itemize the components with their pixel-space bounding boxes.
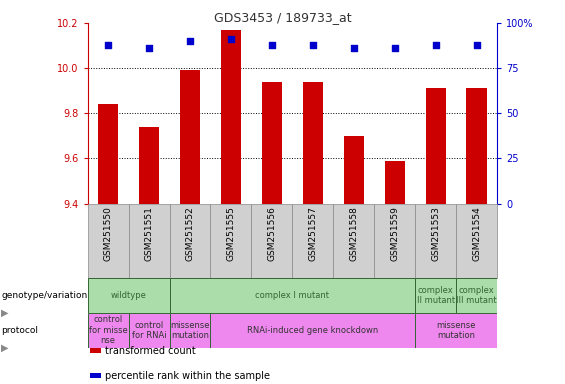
Bar xyxy=(170,313,210,348)
Bar xyxy=(180,70,200,204)
Text: complex I mutant: complex I mutant xyxy=(255,291,329,300)
Bar xyxy=(88,278,170,313)
Point xyxy=(267,41,276,48)
Bar xyxy=(457,278,497,313)
Bar xyxy=(457,204,497,278)
Bar xyxy=(467,88,487,204)
Bar xyxy=(415,313,497,348)
Point xyxy=(308,41,318,48)
Text: GSM251551: GSM251551 xyxy=(145,207,154,262)
Bar xyxy=(333,204,374,278)
Point xyxy=(390,45,399,51)
Bar xyxy=(170,278,415,313)
Bar xyxy=(88,204,129,278)
Point xyxy=(349,45,358,51)
Text: complex
III mutant: complex III mutant xyxy=(457,286,497,305)
Bar xyxy=(211,204,251,278)
Text: genotype/variation: genotype/variation xyxy=(1,291,88,300)
Text: missense
mutation: missense mutation xyxy=(170,321,210,340)
Bar xyxy=(303,82,323,204)
Point xyxy=(472,41,481,48)
Text: percentile rank within the sample: percentile rank within the sample xyxy=(105,371,270,381)
Point xyxy=(145,45,154,51)
Text: GSM251553: GSM251553 xyxy=(431,207,440,262)
Bar xyxy=(415,204,457,278)
Text: GSM251555: GSM251555 xyxy=(227,207,236,262)
Text: GSM251556: GSM251556 xyxy=(267,207,276,262)
Text: RNAi-induced gene knockdown: RNAi-induced gene knockdown xyxy=(247,326,379,335)
Bar xyxy=(251,204,293,278)
Bar xyxy=(129,204,170,278)
Bar xyxy=(344,136,364,204)
Bar xyxy=(139,127,159,204)
Bar xyxy=(262,82,282,204)
Text: ▶: ▶ xyxy=(1,343,8,353)
Point xyxy=(185,38,194,44)
Text: wildtype: wildtype xyxy=(111,291,146,300)
Text: protocol: protocol xyxy=(1,326,38,335)
Text: GSM251554: GSM251554 xyxy=(472,207,481,261)
Text: complex
II mutant: complex II mutant xyxy=(417,286,455,305)
Point xyxy=(431,41,440,48)
Bar xyxy=(129,313,170,348)
Bar xyxy=(98,104,118,204)
Bar xyxy=(293,204,333,278)
Text: GDS3453 / 189733_at: GDS3453 / 189733_at xyxy=(214,12,351,25)
Bar xyxy=(88,313,129,348)
Text: GSM251552: GSM251552 xyxy=(185,207,194,261)
Point xyxy=(103,41,112,48)
Bar xyxy=(385,161,405,204)
Bar xyxy=(170,204,210,278)
Text: GSM251559: GSM251559 xyxy=(390,207,399,262)
Text: transformed count: transformed count xyxy=(105,346,195,356)
Text: missense
mutation: missense mutation xyxy=(437,321,476,340)
Bar xyxy=(211,313,415,348)
Text: GSM251550: GSM251550 xyxy=(103,207,112,262)
Bar xyxy=(425,88,446,204)
Bar xyxy=(415,278,457,313)
Text: ▶: ▶ xyxy=(1,308,8,318)
Bar xyxy=(221,30,241,204)
Text: GSM251557: GSM251557 xyxy=(308,207,318,262)
Text: control
for misse
nse: control for misse nse xyxy=(89,315,128,345)
Bar xyxy=(375,204,415,278)
Text: control
for RNAi: control for RNAi xyxy=(132,321,166,340)
Text: GSM251558: GSM251558 xyxy=(349,207,358,262)
Point xyxy=(227,36,236,42)
